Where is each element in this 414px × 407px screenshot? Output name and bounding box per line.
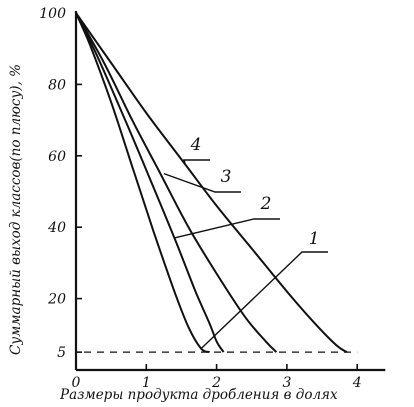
axes	[74, 11, 386, 372]
leader-line-2	[174, 218, 280, 239]
curve-1	[75, 12, 210, 354]
x-tick-label: 4	[352, 375, 362, 391]
y-tick-label: 80	[48, 77, 66, 93]
curve-label-3: 3	[221, 167, 232, 187]
leader-line-4	[183, 159, 210, 164]
curve-2	[75, 12, 225, 353]
x-tick-label: 2	[211, 375, 221, 391]
x-tick-label: 1	[142, 375, 151, 391]
y-tick-label: 5	[57, 345, 66, 361]
curve-label-1: 1	[309, 229, 320, 249]
y-axis-label: Суммарный выход классов(по плюсу), %	[8, 64, 24, 355]
y-tick-label: 40	[47, 220, 66, 236]
x-tick-label: 3	[282, 375, 291, 391]
curves-group: 1 2 34	[75, 12, 348, 354]
curve-4	[75, 12, 348, 353]
y-tick-label: 20	[47, 292, 66, 308]
y-tick-label: 60	[48, 149, 66, 165]
curve-3	[75, 12, 278, 353]
curve-label-2: 2	[260, 194, 272, 214]
leader-line-1	[200, 251, 328, 350]
y-tick-label: 100	[39, 6, 66, 22]
x-axis-label: Размеры продукта дробления в долях	[59, 387, 338, 403]
leader-line-3	[163, 172, 241, 193]
x-tick-label: 0	[72, 375, 81, 391]
curve-label-4: 4	[190, 135, 202, 155]
